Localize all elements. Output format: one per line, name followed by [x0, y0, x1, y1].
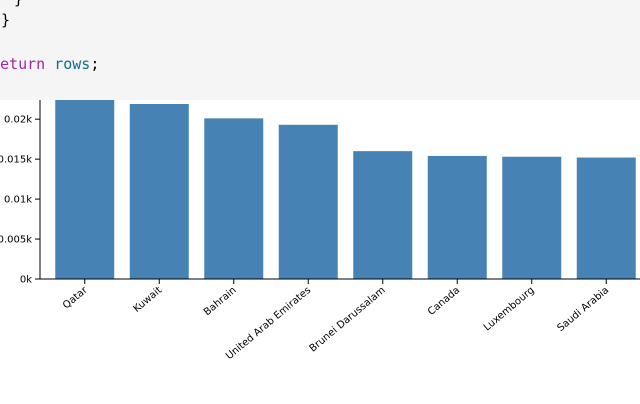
bar [55, 100, 115, 279]
x-tick-label: Canada [426, 285, 462, 318]
bar [502, 156, 562, 279]
bar [278, 124, 338, 279]
x-tick-label: Bahrain [202, 285, 239, 318]
x-tick-label: Luxembourg [482, 285, 537, 333]
keyword: return [0, 55, 45, 73]
y-tick-label: 0.005k [0, 235, 32, 246]
bar [204, 118, 264, 280]
code-line: } [1, 11, 10, 29]
x-tick-label: Saudi Arabia [555, 285, 611, 334]
code-line: } [14, 0, 23, 8]
bar [427, 155, 487, 279]
y-tick-label: 0.015k [0, 155, 32, 166]
identifier: rows [54, 55, 90, 73]
y-tick-label: 0.01k [4, 195, 32, 206]
code-line: return rows; [0, 55, 99, 73]
bar [129, 103, 189, 279]
x-tick-label: Kuwait [132, 285, 165, 315]
bar [576, 157, 636, 279]
x-tick-label: United Arab Emirates [224, 285, 313, 362]
bar [353, 151, 413, 279]
x-tick-label: Brunei Darussalam [308, 285, 388, 355]
y-tick-label: 0.02k [4, 115, 32, 126]
code-block [0, 0, 640, 100]
x-tick-label: Qatar [61, 284, 90, 311]
y-tick-label: 0k [20, 275, 32, 286]
punct: ; [90, 55, 99, 73]
